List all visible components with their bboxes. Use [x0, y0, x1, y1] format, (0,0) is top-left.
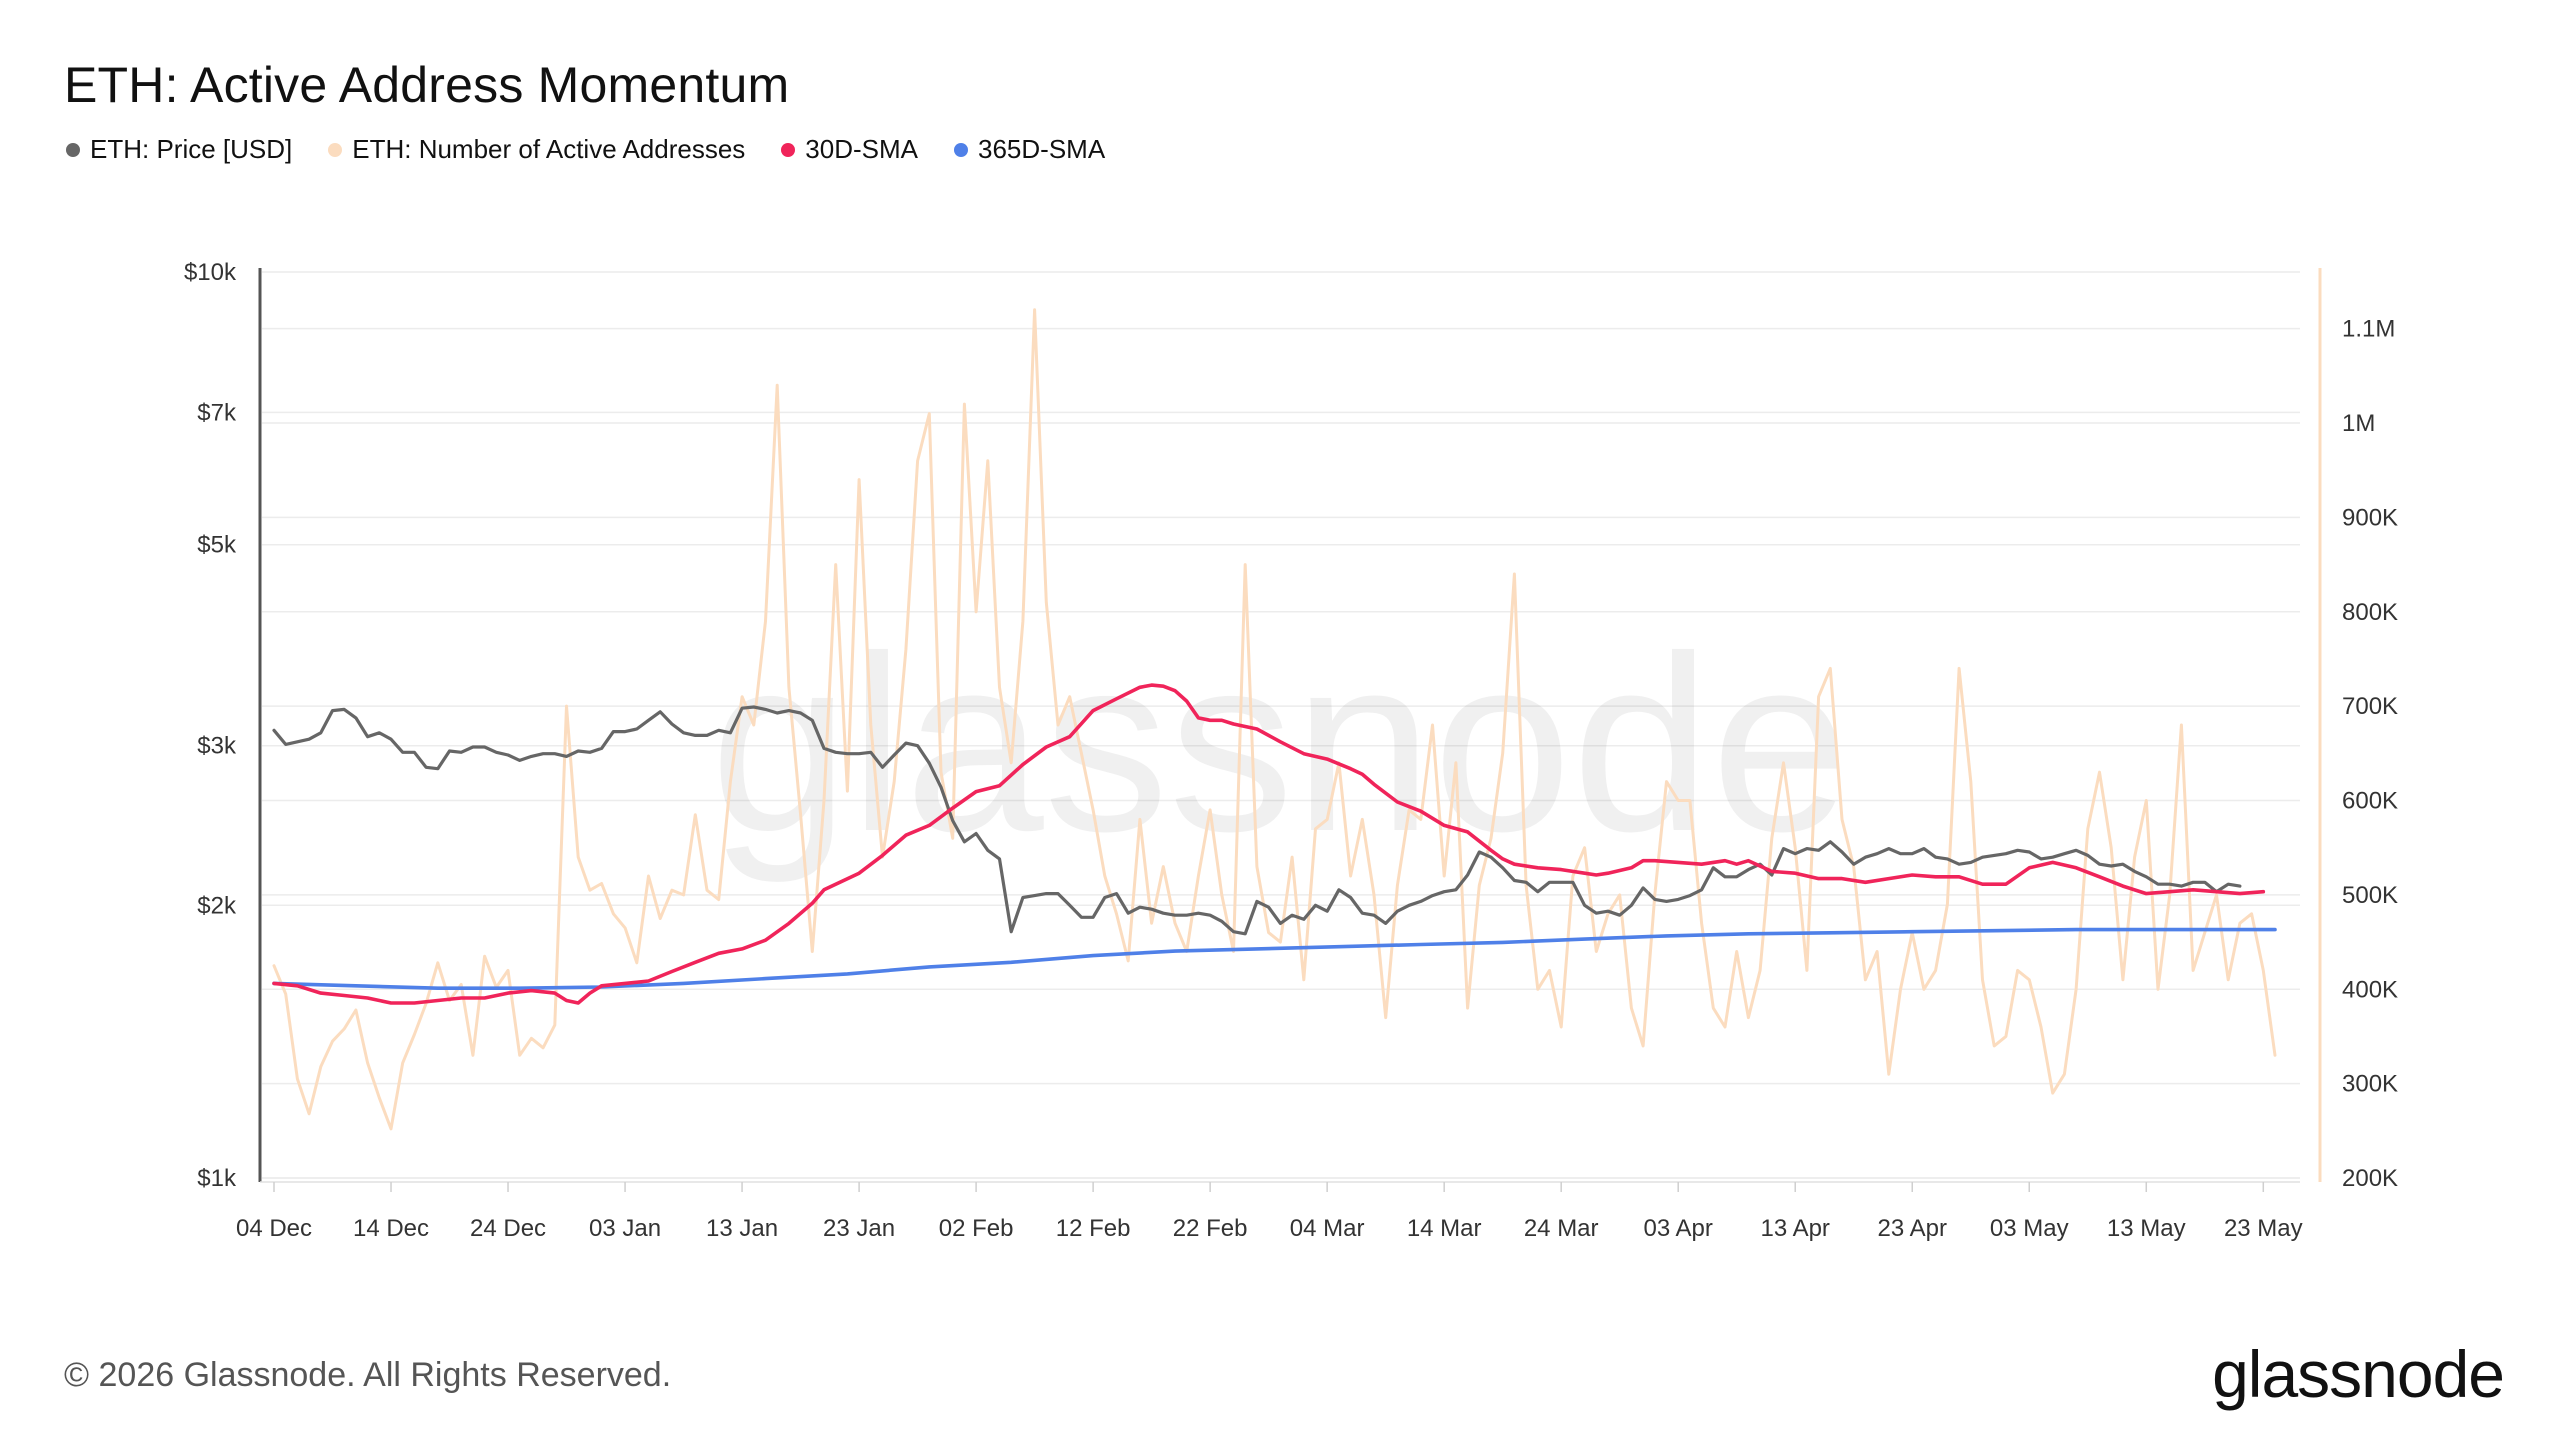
x-tick-label: 23 May — [2224, 1215, 2303, 1242]
x-tick-label: 13 Jan — [706, 1215, 778, 1242]
legend: ETH: Price [USD] ETH: Number of Active A… — [66, 134, 1105, 165]
x-tick-label: 13 Apr — [1761, 1215, 1830, 1242]
legend-item-price[interactable]: ETH: Price [USD] — [66, 134, 292, 165]
legend-label-365d-sma: 365D-SMA — [978, 134, 1106, 164]
legend-label-price: ETH: Price [USD] — [90, 134, 293, 164]
x-tick-label: 04 Mar — [1290, 1215, 1365, 1242]
y-left-tick-label: $1k — [197, 1165, 237, 1192]
y-left-tick-label: $3k — [197, 733, 237, 760]
series-line-30d-sma — [272, 683, 2266, 1005]
legend-dot-365d-sma — [954, 142, 968, 157]
x-tick-label: 14 Dec — [353, 1215, 429, 1242]
x-tick-label: 24 Mar — [1524, 1215, 1599, 1242]
y-left-tick-label: $7k — [197, 399, 237, 426]
series-line-eth-price-usd — [272, 705, 2242, 936]
y-left-tick-label: $5k — [197, 532, 237, 559]
y-right-tick-label: 400K — [2342, 976, 2398, 1003]
legend-dot-active-addresses — [328, 142, 343, 157]
grid — [262, 271, 2300, 1179]
x-tick-label: 22 Feb — [1173, 1215, 1248, 1242]
x-tick-label: 02 Feb — [939, 1215, 1014, 1242]
x-tick-label: 03 May — [1990, 1215, 2069, 1242]
y-left-tick-label: $2k — [197, 892, 237, 919]
x-tick-label: 04 Dec — [236, 1215, 312, 1242]
x-tick-label: 14 Mar — [1407, 1215, 1482, 1242]
copyright: © 2026 Glassnode. All Rights Reserved. — [64, 1356, 672, 1394]
y-right-tick-label: 1.1M — [2342, 316, 2395, 343]
y-right-tick-label: 800K — [2342, 599, 2398, 626]
x-tick-label: 23 Jan — [823, 1215, 895, 1242]
legend-label-30d-sma: 30D-SMA — [805, 134, 918, 164]
y-left-tick-label: $10k — [184, 259, 237, 286]
series-line-365d-sma — [272, 927, 2277, 991]
series-layer — [272, 308, 2277, 1131]
legend-dot-price — [66, 142, 80, 157]
legend-item-30d-sma[interactable]: 30D-SMA — [781, 134, 918, 165]
x-tick-label: 24 Dec — [470, 1215, 546, 1242]
legend-item-active-addresses[interactable]: ETH: Number of Active Addresses — [328, 134, 745, 165]
y-right-tick-label: 200K — [2342, 1165, 2398, 1192]
y-right-tick-label: 1M — [2342, 410, 2375, 437]
x-tick-label: 12 Feb — [1056, 1215, 1131, 1242]
legend-dot-30d-sma — [781, 142, 796, 157]
x-tick-label: 13 May — [2107, 1215, 2186, 1242]
tick-labels: $1k $2k $3k $5k $7k $10k 200K 300K 400K 500K 600K 7… — [184, 259, 2398, 1242]
legend-label-active-addresses: ETH: Number of Active Addresses — [352, 134, 746, 164]
y-right-tick-label: 500K — [2342, 882, 2398, 909]
x-tick-label: 03 Apr — [1644, 1215, 1713, 1242]
chart-title: ETH: Active Address Momentum — [64, 57, 790, 113]
x-tick-label: 23 Apr — [1878, 1215, 1947, 1242]
y-right-tick-label: 600K — [2342, 788, 2398, 815]
brand-logo: glassnode — [2212, 1337, 2505, 1411]
axes — [258, 268, 2322, 1183]
y-right-tick-label: 700K — [2342, 693, 2398, 720]
series-line-eth-number-of-active-addresses — [272, 308, 2277, 1131]
y-right-tick-label: 300K — [2342, 1071, 2398, 1098]
x-tick-label: 03 Jan — [589, 1215, 661, 1242]
y-right-tick-label: 900K — [2342, 504, 2398, 531]
legend-item-365d-sma[interactable]: 365D-SMA — [954, 134, 1105, 165]
